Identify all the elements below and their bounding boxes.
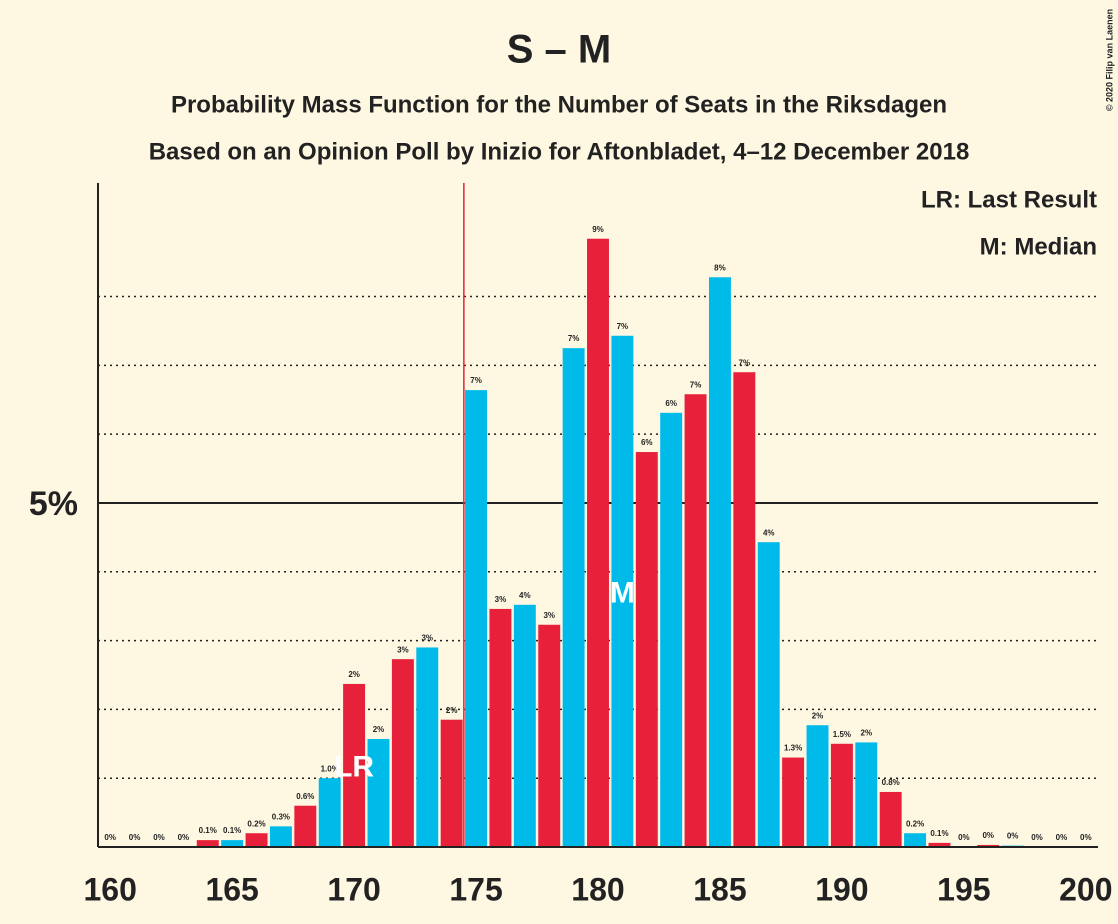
value-label: 0% (1080, 833, 1092, 842)
value-label: 2% (861, 729, 873, 738)
copyright: © 2020 Filip van Laenen (1104, 9, 1114, 111)
value-label: 3% (543, 611, 555, 620)
value-label: 7% (470, 376, 482, 385)
x-tick-label: 185 (693, 871, 746, 907)
value-label: 7% (568, 334, 580, 343)
bar (611, 335, 634, 847)
value-label: 7% (617, 322, 629, 331)
value-label: 0% (1031, 833, 1043, 842)
bar (196, 840, 219, 847)
chart-title: S – M (507, 28, 611, 72)
annotation: M (610, 576, 635, 609)
bar (904, 833, 927, 847)
value-label: 0% (1007, 832, 1019, 841)
value-label: 0.2% (247, 819, 265, 828)
value-label: 1.3% (784, 744, 802, 753)
x-tick-label: 170 (327, 871, 380, 907)
bar (977, 844, 1000, 847)
value-label: 0% (153, 833, 165, 842)
value-label: 3% (421, 634, 433, 643)
value-label: 3% (397, 645, 409, 654)
chart-subtitle: Based on an Opinion Poll by Inizio for A… (149, 138, 970, 165)
bar (635, 452, 658, 847)
bar (221, 840, 244, 847)
value-label: 0% (104, 833, 116, 842)
bar (513, 604, 536, 847)
value-label: 0.1% (930, 829, 948, 838)
x-tick-label: 165 (205, 871, 258, 907)
chart-subtitle: Probability Mass Function for the Number… (171, 91, 947, 118)
value-label: 0.2% (906, 819, 924, 828)
value-label: 0% (129, 833, 141, 842)
value-label: 4% (519, 591, 531, 600)
value-label: 2% (812, 711, 824, 720)
value-label: 1.5% (833, 730, 851, 739)
value-label: 0.1% (199, 826, 217, 835)
value-label: 0% (982, 831, 994, 840)
bar (538, 624, 561, 847)
value-label: 4% (763, 528, 775, 537)
value-label: 7% (739, 358, 751, 367)
bar (733, 372, 756, 847)
value-label: 7% (690, 380, 702, 389)
value-label: 0.3% (272, 812, 290, 821)
value-label: 0.8% (882, 778, 900, 787)
bar (782, 757, 805, 847)
value-label: 1.0% (321, 764, 339, 773)
y-tick-label: 5% (29, 485, 78, 523)
x-tick-label: 160 (83, 871, 136, 907)
value-label: 2% (348, 670, 360, 679)
value-label: 6% (665, 399, 677, 408)
legend-entry: M: Median (980, 233, 1097, 260)
value-label: 2% (373, 725, 385, 734)
bar (245, 833, 268, 847)
bar (343, 683, 366, 847)
x-tick-label: 190 (815, 871, 868, 907)
value-label: 6% (641, 438, 653, 447)
value-label: 3% (495, 595, 507, 604)
value-label: 0% (1056, 833, 1068, 842)
bar (830, 743, 853, 847)
value-label: 0% (178, 833, 190, 842)
value-label: 0% (958, 833, 970, 842)
bar (367, 738, 390, 847)
legend-entry: LR: Last Result (921, 186, 1097, 213)
annotation: LR (334, 750, 374, 783)
bar (684, 394, 707, 847)
x-tick-label: 195 (937, 871, 990, 907)
bar (294, 805, 317, 847)
value-label: 9% (592, 225, 604, 234)
bar (318, 778, 341, 847)
bar (391, 659, 414, 847)
bar (269, 826, 292, 847)
value-label: 0.6% (296, 792, 314, 801)
bar (855, 742, 878, 847)
bar (806, 725, 829, 847)
bar (440, 719, 463, 847)
bar (587, 238, 609, 847)
x-tick-label: 175 (449, 871, 502, 907)
bar (660, 412, 683, 847)
x-tick-label: 180 (571, 871, 624, 907)
bar (708, 277, 731, 848)
bar (879, 791, 902, 847)
bar (562, 348, 585, 847)
x-tick-label: 200 (1059, 871, 1112, 907)
bar (928, 842, 951, 847)
value-label: 0.1% (223, 826, 241, 835)
value-label: 2% (446, 706, 458, 715)
value-label: 8% (714, 263, 726, 272)
bar (489, 608, 512, 847)
bar (465, 390, 488, 847)
bar (757, 542, 780, 847)
bar (416, 647, 439, 847)
